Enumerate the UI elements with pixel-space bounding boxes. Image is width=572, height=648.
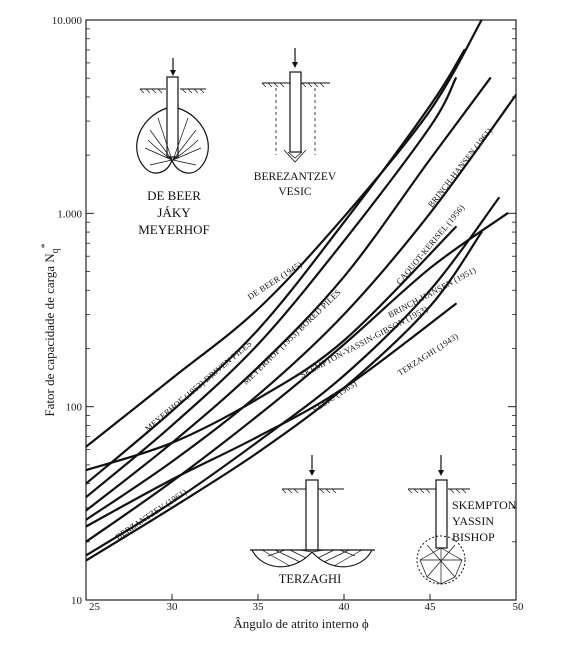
pile-shaft bbox=[166, 76, 179, 158]
inset-label-yassin: YASSIN bbox=[452, 514, 494, 528]
y-tick-label: 1.000 bbox=[57, 208, 82, 220]
x-axis-title: Ângulo de atrito interno ϕ bbox=[233, 616, 369, 631]
y-tick-label: 10.000 bbox=[52, 15, 83, 27]
inset-de-beer: DE BEER JÁKY MEYERHOF bbox=[136, 58, 210, 237]
y-axis-title-main: Fator de capacidade de carga N bbox=[42, 253, 57, 417]
inset-label-vesic: VESIC bbox=[278, 186, 312, 198]
label-terzaghi-1943: TERZAGHI (1943) bbox=[396, 331, 460, 378]
x-tick-label: 30 bbox=[167, 601, 179, 613]
y-axis-title-sub: q bbox=[50, 248, 61, 253]
inset-skempton: SKEMPTON YASSIN BISHOP bbox=[407, 455, 517, 585]
series-line-8 bbox=[86, 231, 483, 562]
series-line-1 bbox=[86, 48, 466, 485]
y-tick-label: 10 bbox=[71, 595, 83, 607]
series-line-5 bbox=[86, 93, 516, 521]
inset-label-de-beer: DE BEER bbox=[147, 188, 201, 203]
label-brinch-hansen-1961: BRINCH-HANSEN (1961) bbox=[426, 126, 494, 210]
y-tick-label: 100 bbox=[66, 402, 83, 414]
series-line-7 bbox=[86, 196, 500, 557]
x-tick-label: 50 bbox=[513, 601, 525, 613]
series-line-2 bbox=[86, 77, 457, 499]
plot-frame bbox=[85, 19, 517, 601]
series-line-0 bbox=[86, 20, 483, 448]
series-line-6 bbox=[86, 212, 509, 543]
inset-label-terzaghi: TERZAGHI bbox=[279, 572, 342, 586]
x-tick-label: 35 bbox=[253, 601, 265, 613]
series-lines bbox=[86, 20, 516, 562]
axis-ticks: 25 30 35 40 45 50 10 100 1.000 10.000 bbox=[52, 15, 524, 613]
series-line-9 bbox=[86, 302, 457, 528]
series-line-3 bbox=[86, 225, 457, 472]
inset-label-berezantzev: BEREZANTZEV bbox=[254, 171, 337, 183]
series-line-4 bbox=[86, 77, 492, 512]
inset-label-jaky: JÁKY bbox=[157, 205, 191, 220]
inset-label-meyerhof: MEYERHOF bbox=[138, 222, 210, 237]
label-meyerhof-bored: MEYERHOF (1953) BORED PILES bbox=[240, 287, 342, 386]
y-axis-title-sup: * bbox=[40, 243, 51, 248]
x-tick-label: 40 bbox=[339, 601, 351, 613]
inset-berezantzev: BEREZANTZEV VESIC bbox=[254, 48, 337, 198]
label-de-beer-1945: DE BEER (1945) bbox=[246, 259, 304, 302]
inset-label-skempton: SKEMPTON bbox=[452, 498, 517, 512]
x-tick-label: 25 bbox=[89, 601, 101, 613]
inset-terzaghi: TERZAGHI bbox=[250, 455, 375, 586]
y-axis-title: Fator de capacidade de carga Nq* bbox=[40, 243, 61, 416]
inset-label-bishop: BISHOP bbox=[452, 530, 495, 544]
x-tick-label: 45 bbox=[425, 601, 437, 613]
